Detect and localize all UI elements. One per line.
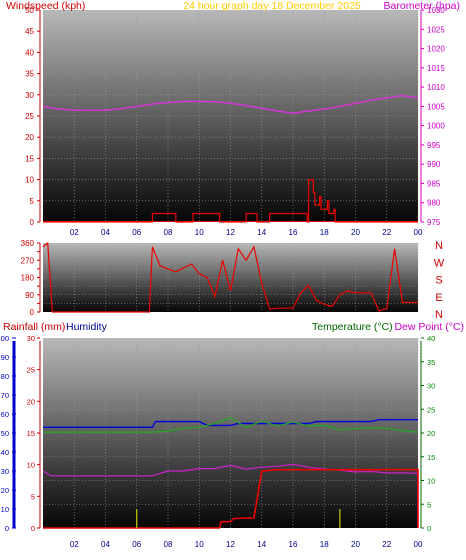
- hour-tick-label: 04: [101, 540, 110, 549]
- humidity-line: [43, 419, 418, 428]
- windspeed-tick-label: 20: [25, 133, 34, 142]
- hour-tick-label: 16: [289, 540, 298, 549]
- compass-label: N: [435, 240, 443, 252]
- windspeed-tick-label: 30: [25, 91, 34, 100]
- windspeed-tick-label: 50: [25, 6, 34, 15]
- hour-tick-label: 20: [351, 540, 360, 549]
- dewpoint-axis-title: Dew Point (°C): [394, 321, 464, 333]
- temperature-line: [43, 417, 419, 433]
- windspeed-tick-label: 10: [25, 176, 34, 185]
- rainfall-tick-label: 30: [27, 334, 35, 343]
- humidity-tick-label: 70: [1, 391, 9, 400]
- temperature-tick-label: 40: [427, 334, 435, 343]
- rainfall-tick-label: 20: [27, 397, 35, 406]
- barometer-tick-label: 1020: [427, 45, 445, 54]
- barometer-tick-label: 1000: [427, 122, 445, 131]
- humidity-tick-label: 20: [1, 486, 9, 495]
- hour-tick-label: 20: [351, 228, 360, 237]
- humidity-tick-label: 90: [1, 353, 9, 362]
- compass-label: W: [434, 257, 445, 269]
- barometer-tick-label: 975: [427, 218, 441, 227]
- rainfall-line: [43, 468, 419, 529]
- barometer-axis-title: Barometer (hpa): [384, 0, 460, 12]
- windspeed-tick-label: 15: [25, 154, 34, 163]
- windspeed-tick-label: 0: [30, 218, 35, 227]
- hour-tick-label: 04: [101, 228, 110, 237]
- rainfall-tick-label: 15: [27, 429, 35, 438]
- direction-tick-label: 90: [25, 291, 34, 300]
- windspeed-axis-title: Windspeed (kph): [6, 0, 85, 12]
- windspeed-tick-label: 25: [25, 112, 34, 121]
- temperature-tick-label: 35: [427, 358, 435, 367]
- hour-tick-label: 16: [289, 228, 298, 237]
- direction-tick-label: 360: [21, 239, 35, 248]
- barometer-tick-label: 1030: [427, 6, 445, 15]
- windspeed-tick-label: 40: [25, 48, 34, 57]
- temperature-tick-label: 25: [427, 405, 435, 414]
- compass-label: E: [435, 292, 442, 304]
- windspeed-tick-label: 35: [25, 70, 34, 79]
- direction-tick-label: 180: [21, 274, 35, 283]
- hour-tick-label: 12: [226, 228, 235, 237]
- dewpoint-line: [42, 463, 419, 477]
- hour-tick-label: 10: [195, 540, 204, 549]
- humidity-tick-label: 60: [1, 410, 9, 419]
- windspeed-tick-label: 45: [25, 27, 34, 36]
- humidity-tick-label: 80: [1, 372, 9, 381]
- direction-tick-label: 0: [30, 308, 35, 317]
- hour-tick-label: 10: [195, 228, 204, 237]
- temperature-tick-label: 5: [427, 500, 431, 509]
- hour-tick-label: 00: [414, 228, 423, 237]
- humidity-tick-label: 100: [0, 334, 9, 343]
- hour-tick-label: 08: [164, 228, 173, 237]
- humidity-axis-title: Humidity: [66, 321, 108, 333]
- compass-label: N: [435, 309, 443, 321]
- hour-tick-label: 00: [414, 540, 423, 549]
- barometer-tick-label: 980: [427, 199, 441, 208]
- barometer-tick-label: 990: [427, 160, 441, 169]
- hour-tick-label: 12: [226, 540, 235, 549]
- humidity-tick-label: 10: [1, 505, 9, 514]
- barometer-tick-label: 1010: [427, 83, 445, 92]
- rainfall-tick-label: 0: [31, 524, 35, 533]
- barometer-tick-label: 985: [427, 179, 441, 188]
- humidity-tick-label: 50: [1, 429, 9, 438]
- direction-tick-label: 270: [21, 256, 35, 265]
- temperature-tick-label: 20: [427, 429, 435, 438]
- hour-tick-label: 22: [382, 540, 391, 549]
- hour-tick-label: 18: [320, 228, 329, 237]
- compass-label: S: [435, 275, 442, 287]
- temperature-axis-title: Temperature (°C): [312, 321, 393, 333]
- barometer-tick-label: 995: [427, 141, 441, 150]
- hour-tick-label: 08: [164, 540, 173, 549]
- hour-tick-label: 14: [257, 228, 266, 237]
- temperature-tick-label: 15: [427, 453, 435, 462]
- barometer-tick-label: 1015: [427, 64, 445, 73]
- chart-title: 24 hour graph day 18 December 2025: [183, 0, 361, 12]
- hour-tick-label: 06: [132, 540, 141, 549]
- hour-tick-label: 14: [257, 540, 266, 549]
- temperature-tick-label: 30: [427, 382, 435, 391]
- temperature-tick-label: 0: [427, 524, 431, 533]
- temperature-tick-label: 10: [427, 477, 435, 486]
- rainfall-tick-label: 10: [27, 461, 35, 470]
- windspeed-tick-label: 5: [30, 197, 35, 206]
- rainfall-tick-label: 5: [31, 492, 35, 501]
- humidity-tick-label: 30: [1, 467, 9, 476]
- wind-direction-line: [42, 241, 418, 313]
- barometer-line: [42, 94, 419, 115]
- humidity-tick-label: 0: [5, 524, 9, 533]
- hour-tick-label: 22: [382, 228, 391, 237]
- hour-tick-label: 18: [320, 540, 329, 549]
- hour-tick-label: 06: [132, 228, 141, 237]
- hour-tick-label: 02: [70, 228, 79, 237]
- barometer-tick-label: 1025: [427, 25, 445, 34]
- hour-tick-label: 02: [70, 540, 79, 549]
- rainfall-tick-label: 25: [27, 366, 35, 375]
- humidity-tick-label: 40: [1, 448, 9, 457]
- barometer-tick-label: 1005: [427, 102, 445, 111]
- rainfall-axis-title: Rainfall (mm): [3, 321, 65, 333]
